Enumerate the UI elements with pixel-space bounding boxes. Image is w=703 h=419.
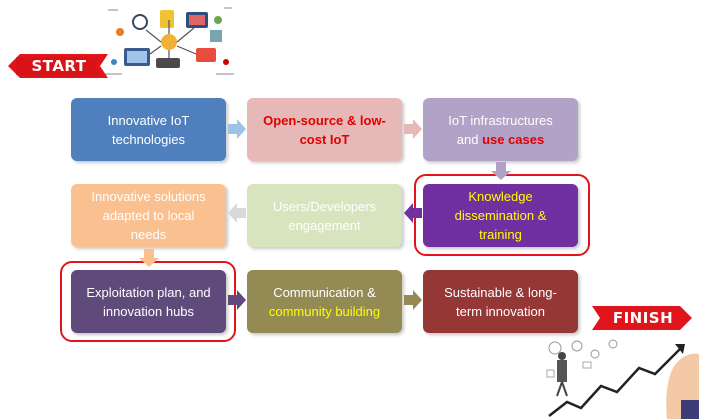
box4-line2: adapted to local — [102, 208, 195, 223]
box2-line2: cost IoT — [299, 131, 350, 147]
box9-line1: Sustainable & long- — [444, 284, 557, 300]
arrow-right-icon — [404, 290, 422, 310]
box3-line2-accent: use cases — [482, 131, 545, 147]
box2-line1: Open-source & low- — [263, 112, 386, 128]
box1-line2: technologies — [112, 131, 185, 147]
step-knowledge-dissemination-training: Knowledge dissemination & training — [423, 184, 578, 247]
box6-line3: training — [479, 227, 522, 242]
finish-label: FINISH — [612, 309, 674, 327]
box3-line2-plain: and — [456, 131, 483, 147]
box3-line1: IoT infrastructures — [448, 112, 553, 128]
arrow-down-icon — [491, 162, 511, 180]
step-innovative-solutions-local-needs: Innovative solutions adapted to local need… — [71, 184, 226, 247]
arrow-left-icon — [404, 203, 422, 223]
box8-line1: Communication & — [273, 284, 376, 300]
step-iot-infrastructures-use-cases: IoT infrastructures and use cases — [423, 98, 578, 161]
box6-line2: dissemination & — [454, 208, 547, 223]
step-sustainable-long-term-innovation: Sustainable & long-term innovation — [423, 270, 578, 333]
step-exploitation-plan-innovation-hubs: Exploitation plan, and innovation hubs — [71, 270, 226, 333]
step-users-developers-engagement: Users/Developers engagement — [247, 184, 402, 247]
finish-banner: FINISH — [592, 306, 692, 330]
step-communication-community-building: Communication & community building — [247, 270, 402, 333]
growth-chart-illustration — [543, 338, 699, 419]
start-banner: START — [8, 54, 108, 78]
box9-line2: term innovation — [456, 303, 545, 319]
iot-devices-illustration — [100, 0, 238, 82]
step-innovative-iot-technologies: Innovative IoT technologies — [71, 98, 226, 161]
arrow-right-icon — [404, 119, 422, 139]
box7-line2: innovation hubs — [102, 303, 195, 319]
box5-line2: engagement — [288, 217, 361, 233]
step-open-source-low-cost-iot: Open-source & low-cost IoT — [247, 98, 402, 161]
box6-line1: Knowledge — [468, 189, 533, 204]
arrow-left-icon — [228, 203, 246, 223]
box7-line1: Exploitation plan, and — [86, 284, 211, 300]
start-label: START — [31, 57, 87, 75]
arrow-down-icon — [139, 249, 159, 267]
box4-line1: Innovative solutions — [91, 189, 206, 204]
arrow-right-icon — [228, 290, 246, 310]
arrow-right-icon — [228, 119, 246, 139]
box1-line1: Innovative IoT — [107, 112, 190, 128]
box5-line1: Users/Developers — [272, 198, 377, 214]
box4-line3: needs — [130, 227, 167, 242]
box8-line2: community building — [268, 303, 381, 319]
